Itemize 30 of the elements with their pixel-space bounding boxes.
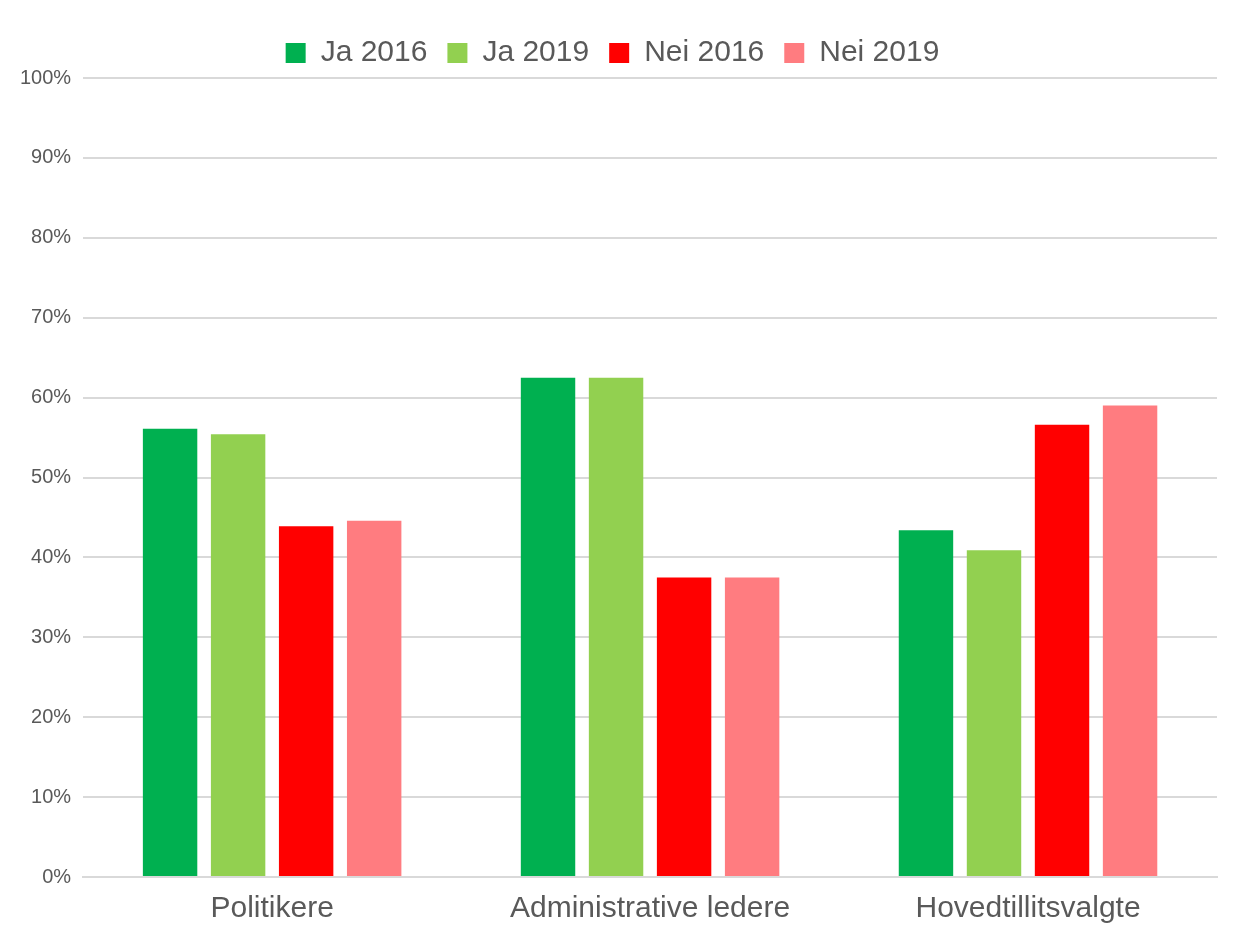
- y-tick-label: 70%: [31, 305, 72, 328]
- y-tick-label: 10%: [31, 784, 72, 807]
- legend-label: Nei 2019: [819, 34, 940, 68]
- y-tick-label: 30%: [31, 624, 72, 647]
- bar: [210, 434, 266, 876]
- x-tick-label: Hovedtillitsvalgte: [915, 890, 1141, 924]
- y-tick-label: 80%: [31, 225, 72, 248]
- y-tick-label: 90%: [31, 145, 72, 168]
- bar: [898, 530, 954, 876]
- y-tick-label: 0%: [42, 864, 72, 887]
- bar: [1034, 424, 1090, 876]
- bar: [588, 377, 644, 876]
- legend-label: Ja 2019: [482, 34, 590, 68]
- bar: [966, 550, 1022, 876]
- x-tick-label: Administrative ledere: [510, 890, 791, 924]
- bar: [656, 577, 712, 876]
- legend-label: Nei 2016: [644, 34, 765, 68]
- bar: [346, 520, 402, 876]
- y-tick-label: 40%: [31, 544, 72, 567]
- bar: [142, 428, 198, 876]
- bar: [724, 577, 780, 876]
- legend-label: Ja 2016: [320, 34, 428, 68]
- x-tick-label: Politikere: [210, 890, 334, 924]
- y-tick-label: 20%: [31, 704, 72, 727]
- bar: [1102, 405, 1158, 876]
- bar: [520, 377, 576, 876]
- y-tick-label: 50%: [31, 465, 72, 488]
- y-tick-label: 100%: [20, 65, 72, 88]
- y-tick-label: 60%: [31, 385, 72, 408]
- bar: [278, 526, 334, 876]
